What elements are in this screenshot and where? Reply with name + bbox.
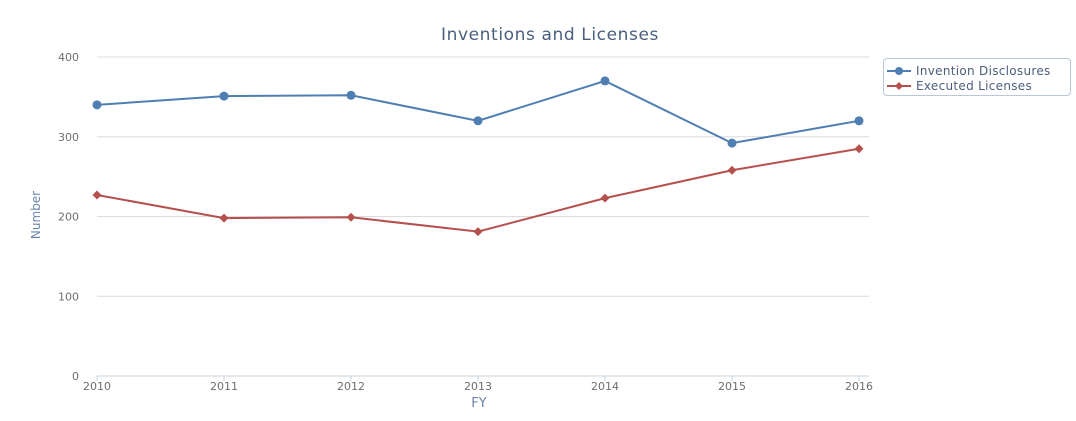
y-tick-label: 200 — [58, 211, 79, 224]
legend: Invention Disclosures Executed Licenses — [883, 58, 1071, 96]
legend-swatch-circle-icon — [887, 67, 911, 75]
legend-item-invention-disclosures[interactable]: Invention Disclosures — [884, 63, 1072, 79]
data-point-executed-licenses — [92, 190, 102, 200]
chart-title: Inventions and Licenses — [441, 25, 659, 45]
y-tick-label: 0 — [72, 370, 79, 383]
y-axis-label: Number — [29, 191, 43, 239]
data-point-executed-licenses — [854, 144, 864, 154]
x-tick-label: 2014 — [591, 380, 619, 393]
data-point-invention-disclosures — [727, 138, 737, 148]
data-point-invention-disclosures — [600, 76, 610, 86]
x-tick-label: 2011 — [210, 380, 238, 393]
data-point-executed-licenses — [219, 213, 229, 223]
data-point-invention-disclosures — [346, 90, 356, 100]
series-markers — [92, 76, 864, 237]
data-point-executed-licenses — [600, 193, 610, 203]
series-lines — [96, 79, 860, 233]
data-point-executed-licenses — [727, 165, 737, 175]
legend-item-executed-licenses[interactable]: Executed Licenses — [884, 78, 1072, 94]
data-point-invention-disclosures — [854, 116, 864, 126]
data-point-invention-disclosures — [473, 116, 483, 126]
series-line-executed-licenses — [96, 147, 860, 233]
x-tick-label: 2013 — [464, 380, 492, 393]
x-tick-label: 2015 — [718, 380, 746, 393]
data-point-invention-disclosures — [219, 91, 229, 101]
legend-label: Invention Disclosures — [916, 64, 1051, 78]
legend-swatch-diamond-icon — [887, 82, 911, 90]
axes: 0 100 200 300 400 2010 2011 2012 2013 2014 2015 201… — [58, 51, 873, 393]
y-tick-label: 300 — [58, 131, 79, 144]
y-tick-label: 400 — [58, 51, 79, 64]
data-point-executed-licenses — [346, 212, 356, 222]
x-axis-label: FY — [471, 396, 486, 411]
y-tick-label: 100 — [58, 290, 79, 303]
data-point-executed-licenses — [473, 227, 483, 237]
data-point-invention-disclosures — [92, 100, 102, 110]
x-tick-label: 2016 — [845, 380, 873, 393]
gridlines — [97, 56, 869, 377]
x-tick-label: 2012 — [337, 380, 365, 393]
x-tick-label: 2010 — [83, 380, 111, 393]
series-line-invention-disclosures — [96, 79, 860, 145]
legend-label: Executed Licenses — [916, 79, 1033, 93]
